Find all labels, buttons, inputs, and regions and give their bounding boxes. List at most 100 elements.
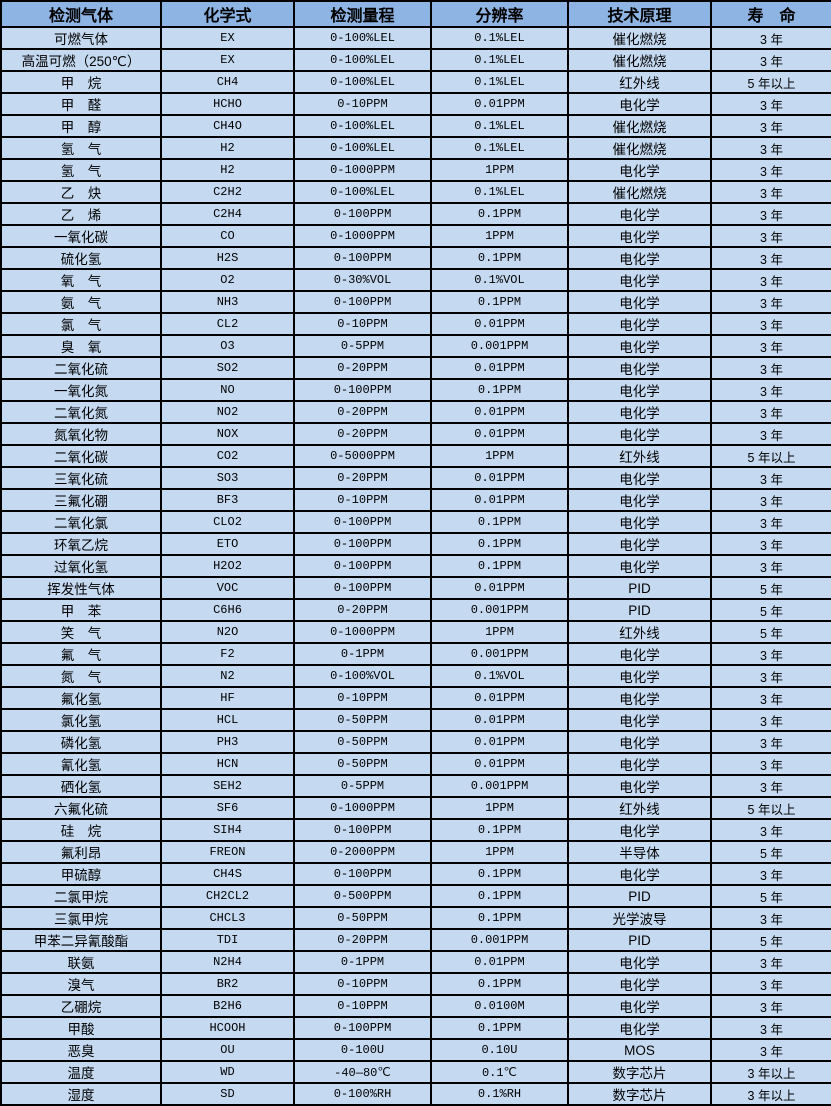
cell-technology-principle: 数字芯片: [567, 1082, 712, 1106]
cell-gas-name: 二氧化氮: [0, 400, 162, 424]
cell-chemical-formula: C6H6: [160, 598, 295, 622]
cell-gas-name: 二氧化氯: [0, 510, 162, 534]
cell-detection-range: 0-100PPM: [293, 532, 432, 556]
cell-gas-name: 氟化氢: [0, 686, 162, 710]
cell-chemical-formula: H2: [160, 158, 295, 182]
cell-lifespan: 3 年: [710, 862, 831, 886]
table-row: 氯 气 CL2 0-10PPM 0.01PPM 电化学 3 年: [0, 312, 831, 336]
column-header-chemical-formula: 化学式: [160, 0, 295, 28]
cell-lifespan: 3 年: [710, 1038, 831, 1062]
cell-gas-name: 联氨: [0, 950, 162, 974]
cell-detection-range: -40—80℃: [293, 1060, 432, 1084]
table-row: 甲酸 HCOOH 0-100PPM 0.1PPM 电化学 3 年: [0, 1016, 831, 1040]
cell-gas-name: 恶臭: [0, 1038, 162, 1062]
table-row: 二氧化碳 CO2 0-5000PPM 1PPM 红外线 5 年以上: [0, 444, 831, 468]
cell-resolution: 0.1PPM: [430, 972, 569, 996]
cell-gas-name: 三氧化硫: [0, 466, 162, 490]
cell-technology-principle: 电化学: [567, 554, 712, 578]
cell-lifespan: 3 年: [710, 246, 831, 270]
cell-gas-name: 甲酸: [0, 1016, 162, 1040]
cell-lifespan: 3 年: [710, 180, 831, 204]
cell-technology-principle: 电化学: [567, 708, 712, 732]
cell-gas-name: 氮 气: [0, 664, 162, 688]
table-row: 甲 醇 CH4O 0-100%LEL 0.1%LEL 催化燃烧 3 年: [0, 114, 831, 138]
cell-chemical-formula: NO: [160, 378, 295, 402]
cell-technology-principle: 红外线: [567, 796, 712, 820]
cell-detection-range: 0-10PPM: [293, 312, 432, 336]
cell-technology-principle: 催化燃烧: [567, 180, 712, 204]
cell-detection-range: 0-20PPM: [293, 928, 432, 952]
cell-gas-name: 磷化氢: [0, 730, 162, 754]
cell-lifespan: 3 年: [710, 752, 831, 776]
cell-resolution: 1PPM: [430, 840, 569, 864]
cell-lifespan: 3 年: [710, 312, 831, 336]
cell-detection-range: 0-1PPM: [293, 950, 432, 974]
cell-chemical-formula: NOX: [160, 422, 295, 446]
cell-gas-name: 二氧化碳: [0, 444, 162, 468]
cell-gas-name: 硫化氢: [0, 246, 162, 270]
cell-chemical-formula: FREON: [160, 840, 295, 864]
cell-technology-principle: 电化学: [567, 774, 712, 798]
cell-gas-name: 氟利昂: [0, 840, 162, 864]
cell-lifespan: 3 年: [710, 818, 831, 842]
cell-resolution: 0.1PPM: [430, 906, 569, 930]
cell-lifespan: 3 年: [710, 488, 831, 512]
cell-resolution: 1PPM: [430, 444, 569, 468]
cell-detection-range: 0-100PPM: [293, 862, 432, 886]
cell-gas-name: 溴气: [0, 972, 162, 996]
cell-technology-principle: PID: [567, 928, 712, 952]
cell-technology-principle: 电化学: [567, 994, 712, 1018]
cell-lifespan: 3 年: [710, 906, 831, 930]
cell-resolution: 0.01PPM: [430, 466, 569, 490]
cell-technology-principle: 催化燃烧: [567, 26, 712, 50]
cell-lifespan: 5 年以上: [710, 444, 831, 468]
table-row: 氨 气 NH3 0-100PPM 0.1PPM 电化学 3 年: [0, 290, 831, 314]
table-row: 三氟化硼 BF3 0-10PPM 0.01PPM 电化学 3 年: [0, 488, 831, 512]
cell-technology-principle: 电化学: [567, 92, 712, 116]
cell-resolution: 0.1%RH: [430, 1082, 569, 1106]
cell-gas-name: 笑 气: [0, 620, 162, 644]
cell-chemical-formula: BR2: [160, 972, 295, 996]
cell-chemical-formula: SD: [160, 1082, 295, 1106]
cell-lifespan: 3 年: [710, 268, 831, 292]
cell-chemical-formula: SO3: [160, 466, 295, 490]
cell-resolution: 0.1%LEL: [430, 114, 569, 138]
cell-lifespan: 5 年: [710, 884, 831, 908]
cell-resolution: 1PPM: [430, 620, 569, 644]
cell-chemical-formula: TDI: [160, 928, 295, 952]
cell-technology-principle: 电化学: [567, 378, 712, 402]
cell-detection-range: 0-100%LEL: [293, 26, 432, 50]
cell-lifespan: 3 年: [710, 136, 831, 160]
cell-detection-range: 0-10PPM: [293, 686, 432, 710]
cell-resolution: 0.1PPM: [430, 532, 569, 556]
table-row: 可燃气体 EX 0-100%LEL 0.1%LEL 催化燃烧 3 年: [0, 26, 831, 50]
cell-technology-principle: 电化学: [567, 818, 712, 842]
cell-technology-principle: 红外线: [567, 70, 712, 94]
cell-gas-name: 三氟化硼: [0, 488, 162, 512]
cell-resolution: 0.01PPM: [430, 752, 569, 776]
cell-detection-range: 0-100%LEL: [293, 180, 432, 204]
cell-lifespan: 3 年: [710, 378, 831, 402]
cell-resolution: 0.01PPM: [430, 576, 569, 600]
cell-resolution: 0.01PPM: [430, 400, 569, 424]
cell-resolution: 0.1%LEL: [430, 70, 569, 94]
cell-detection-range: 0-10PPM: [293, 972, 432, 996]
cell-resolution: 0.1%LEL: [430, 136, 569, 160]
table-row: 挥发性气体 VOC 0-100PPM 0.01PPM PID 5 年: [0, 576, 831, 600]
table-row: 甲 苯 C6H6 0-20PPM 0.001PPM PID 5 年: [0, 598, 831, 622]
cell-detection-range: 0-5PPM: [293, 774, 432, 798]
cell-chemical-formula: SIH4: [160, 818, 295, 842]
table-row: 氧 气 O2 0-30%VOL 0.1%VOL 电化学 3 年: [0, 268, 831, 292]
cell-lifespan: 3 年: [710, 994, 831, 1018]
cell-technology-principle: 电化学: [567, 950, 712, 974]
cell-resolution: 1PPM: [430, 796, 569, 820]
cell-resolution: 0.1PPM: [430, 290, 569, 314]
cell-lifespan: 5 年: [710, 576, 831, 600]
cell-gas-name: 甲 醇: [0, 114, 162, 138]
cell-lifespan: 3 年以上: [710, 1082, 831, 1106]
cell-gas-name: 一氧化氮: [0, 378, 162, 402]
cell-gas-name: 乙硼烷: [0, 994, 162, 1018]
cell-detection-range: 0-1000PPM: [293, 620, 432, 644]
cell-gas-name: 环氧乙烷: [0, 532, 162, 556]
